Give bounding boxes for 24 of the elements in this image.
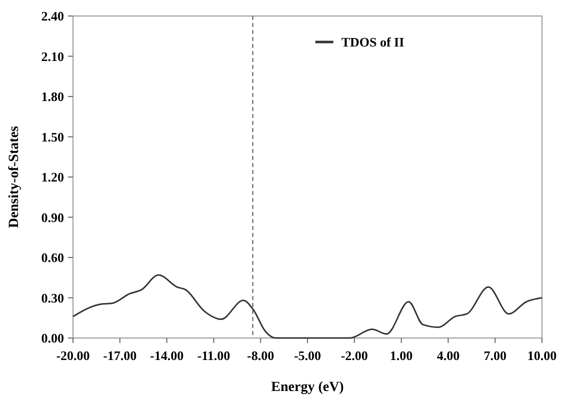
x-tick-label: 10.00 [527, 348, 557, 363]
x-tick-label: -2.00 [340, 348, 368, 363]
x-tick-label: -8.00 [247, 348, 274, 363]
y-tick-label: 1.80 [41, 89, 64, 104]
y-tick-label: 2.40 [41, 8, 64, 24]
x-tick-label: -11.00 [197, 348, 230, 363]
x-tick-label: -14.00 [150, 348, 184, 363]
y-axis-title: Density-of-States [7, 126, 22, 228]
x-tick-label: -5.00 [294, 348, 322, 363]
y-tick-label: 2.10 [41, 48, 64, 64]
x-axis-title: Energy (eV) [271, 380, 344, 395]
y-tick-label: 1.20 [41, 170, 64, 185]
y-tick-label: 0.00 [41, 330, 64, 346]
x-tick-label: 7.00 [484, 348, 506, 363]
line-series [72, 274, 543, 339]
x-tick-label: -20.00 [56, 348, 90, 363]
y-tick-label: 0.90 [41, 210, 64, 225]
y-tick-label: 1.50 [41, 129, 64, 144]
x-tick-label: -17.00 [103, 348, 137, 363]
y-tick-label: 0.60 [41, 250, 64, 266]
x-tick-label: 1.00 [390, 348, 413, 363]
y-tick-label: 0.30 [41, 290, 64, 306]
x-tick-label: 4.00 [436, 348, 460, 363]
legend-label: TDOS of II [341, 34, 404, 50]
